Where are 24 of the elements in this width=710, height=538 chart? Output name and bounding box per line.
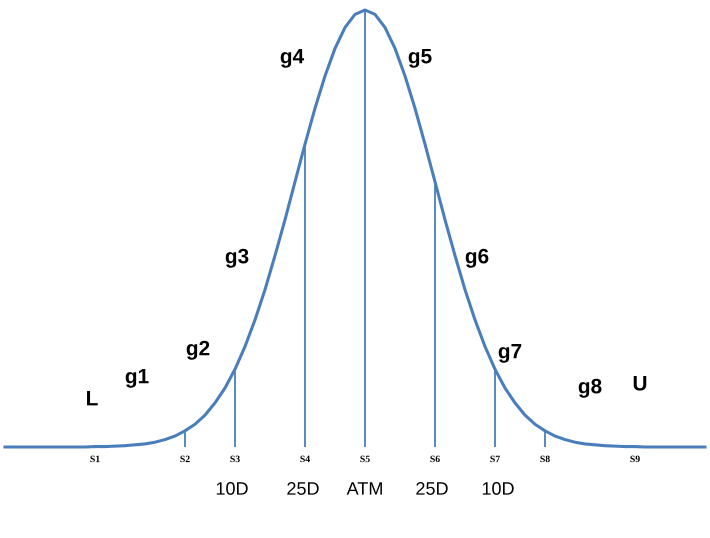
annotation: g5	[408, 48, 432, 68]
x-tick-label: S3	[230, 456, 240, 462]
x-tick-label: S5	[360, 456, 370, 462]
x-tick-label: S2	[180, 456, 190, 462]
text: ATM	[346, 482, 382, 495]
annotation: g7	[498, 344, 522, 363]
x-tick-label: S1	[90, 456, 100, 462]
x-tick-label: S6	[430, 456, 440, 462]
annotation: g4	[280, 48, 304, 68]
text: 10D	[482, 482, 514, 495]
x-tick-label: S7	[490, 456, 500, 462]
x-tick-label: S8	[540, 456, 550, 462]
text: 25D	[416, 482, 448, 495]
annotation: g1	[126, 368, 149, 388]
x-tick-label: S4	[300, 456, 310, 462]
annotation: g8	[578, 378, 602, 398]
text: 10D	[216, 482, 248, 495]
annotation: L	[87, 391, 98, 406]
annotation: g3	[226, 248, 248, 268]
annotation: g2	[186, 340, 210, 360]
text: 25D	[287, 482, 319, 495]
x-tick-label: S9	[630, 456, 640, 462]
annotation: U	[634, 376, 646, 391]
annotation: g6	[466, 248, 488, 268]
